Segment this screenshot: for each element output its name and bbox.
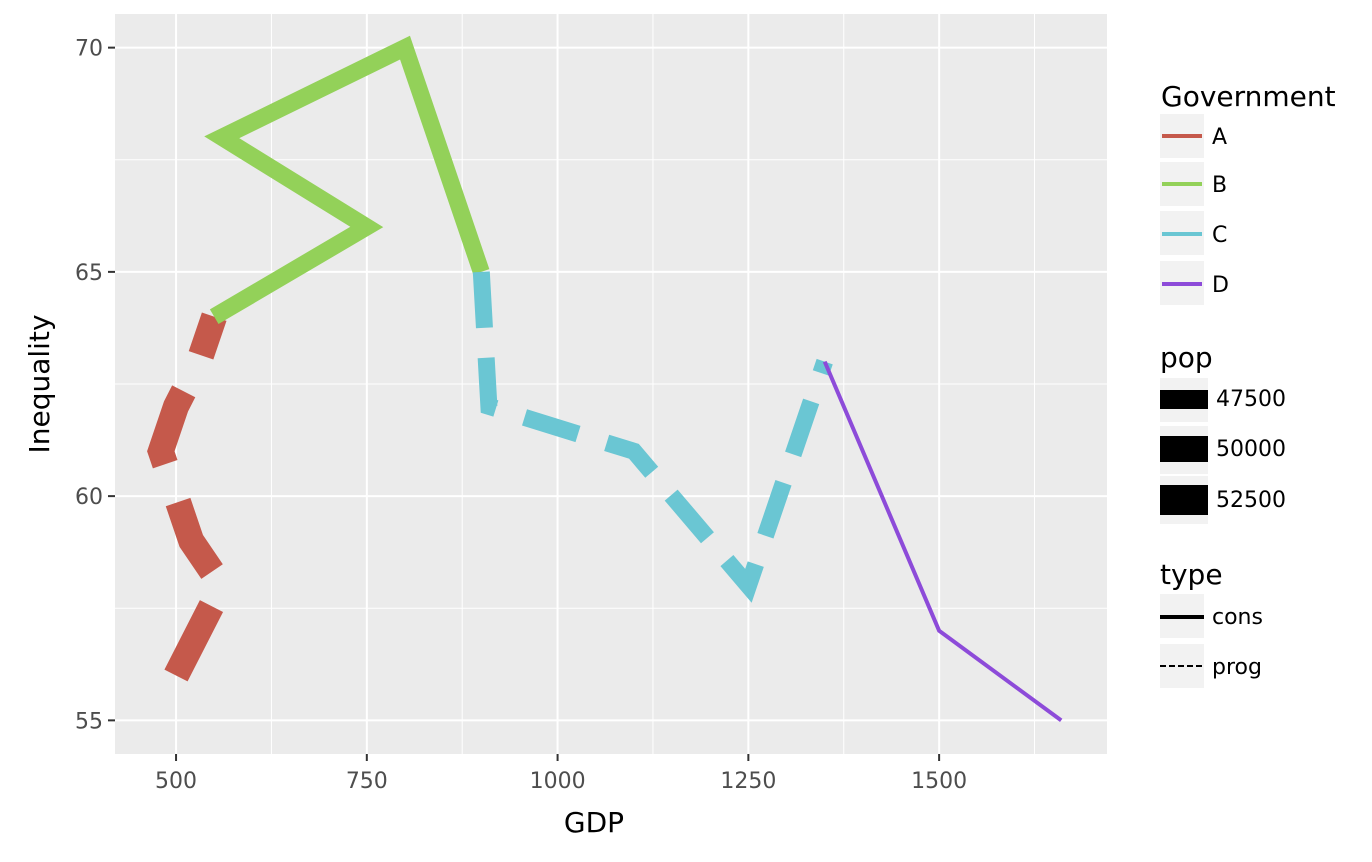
series-line-c xyxy=(472,271,833,603)
legend-title-pop: pop xyxy=(1160,341,1213,374)
axis-ticks xyxy=(108,46,941,761)
y-tick-label: 60 xyxy=(75,485,103,510)
grid-minor xyxy=(115,14,1107,754)
legend-title-government: Government xyxy=(1161,80,1336,113)
legend-type: type cons prog xyxy=(1160,558,1263,688)
legend-pop: pop 47500 50000 52500 xyxy=(1160,341,1286,524)
x-tick-label: 1000 xyxy=(530,769,586,794)
series-line-a xyxy=(147,312,237,682)
x-axis-title: GDP xyxy=(564,806,624,839)
legend-key-pop-50000 xyxy=(1160,436,1208,462)
x-tick-label: 1500 xyxy=(911,769,967,794)
legend-label-prog: prog xyxy=(1212,655,1262,680)
legend-key-pop-52500 xyxy=(1160,485,1208,515)
y-tick-label: 65 xyxy=(75,261,103,286)
legend-government: Government A B C D xyxy=(1160,80,1336,305)
legend-label-pop-47500: 47500 xyxy=(1216,387,1286,412)
legend-label-pop-50000: 50000 xyxy=(1216,437,1286,462)
y-tick-label: 55 xyxy=(75,709,103,734)
y-tick-label: 70 xyxy=(75,37,103,62)
x-tick-label: 750 xyxy=(346,769,388,794)
legend-title-type: type xyxy=(1160,558,1223,591)
x-tick-labels: 500 750 1000 1250 1500 xyxy=(155,769,967,794)
legend-label-c: C xyxy=(1212,223,1227,248)
legend-label-b: B xyxy=(1212,173,1227,198)
y-axis-title: Inequality xyxy=(23,314,56,453)
series-line-b xyxy=(204,35,490,325)
legend-label-a: A xyxy=(1212,125,1227,150)
legend-key-pop-47500 xyxy=(1160,390,1208,409)
series-layer xyxy=(147,35,1063,723)
legend-label-pop-52500: 52500 xyxy=(1216,488,1286,513)
legend-label-cons: cons xyxy=(1212,605,1263,630)
y-tick-labels: 55 60 65 70 xyxy=(75,37,103,735)
x-tick-label: 1250 xyxy=(720,769,776,794)
x-tick-label: 500 xyxy=(155,769,197,794)
series-line-d xyxy=(822,360,1063,723)
legend-label-d: D xyxy=(1212,273,1229,298)
